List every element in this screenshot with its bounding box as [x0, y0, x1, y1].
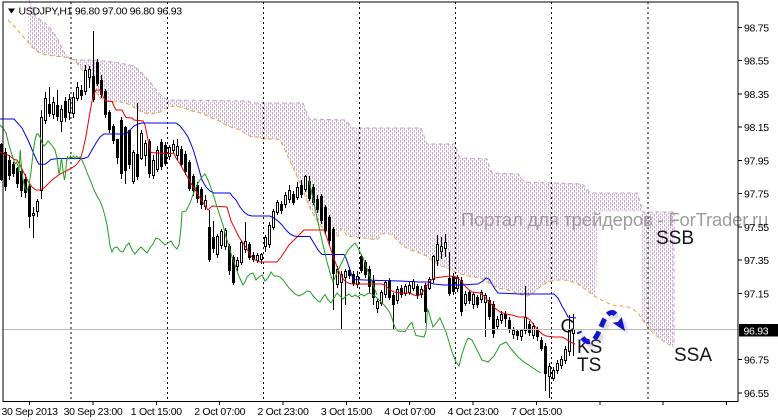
svg-text:4 Oct 23:00: 4 Oct 23:00: [448, 406, 499, 418]
svg-text:SSB: SSB: [656, 228, 694, 249]
svg-text:USDJPY,H1 96.80 97.00 96.80 9: USDJPY,H1 96.80 97.00 96.80 96.93: [19, 6, 183, 18]
svg-text:4 Oct 07:00: 4 Oct 07:00: [384, 406, 435, 418]
svg-text:96.55: 96.55: [744, 388, 769, 400]
svg-text:2 Oct 07:00: 2 Oct 07:00: [194, 406, 245, 418]
svg-text:Портал для трейдеров - ForTrad: Портал для трейдеров - ForTrader.ru: [461, 209, 768, 230]
svg-text:3 Oct 15:00: 3 Oct 15:00: [321, 406, 372, 418]
svg-text:97.35: 97.35: [744, 255, 769, 267]
svg-text:98.75: 98.75: [744, 23, 769, 35]
svg-text:98.15: 98.15: [744, 122, 769, 134]
svg-text:C: C: [561, 317, 575, 338]
svg-text:SSA: SSA: [674, 345, 712, 366]
svg-text:98.35: 98.35: [744, 89, 769, 101]
svg-text:30 Sep 23:00: 30 Sep 23:00: [64, 406, 123, 418]
svg-text:1 Oct 15:00: 1 Oct 15:00: [131, 406, 182, 418]
svg-text:7 Oct 15:00: 7 Oct 15:00: [511, 406, 562, 418]
svg-text:TS: TS: [577, 355, 601, 376]
svg-text:97.75: 97.75: [744, 189, 769, 201]
svg-text:97.15: 97.15: [744, 288, 769, 300]
svg-text:98.55: 98.55: [744, 56, 769, 68]
svg-text:97.95: 97.95: [744, 155, 769, 167]
svg-text:2 Oct 23:00: 2 Oct 23:00: [258, 406, 309, 418]
svg-text:96.93: 96.93: [744, 326, 769, 338]
svg-text:96.75: 96.75: [744, 355, 769, 367]
svg-text:30 Sep 2013: 30 Sep 2013: [1, 406, 58, 418]
svg-text:97.55: 97.55: [744, 222, 769, 234]
